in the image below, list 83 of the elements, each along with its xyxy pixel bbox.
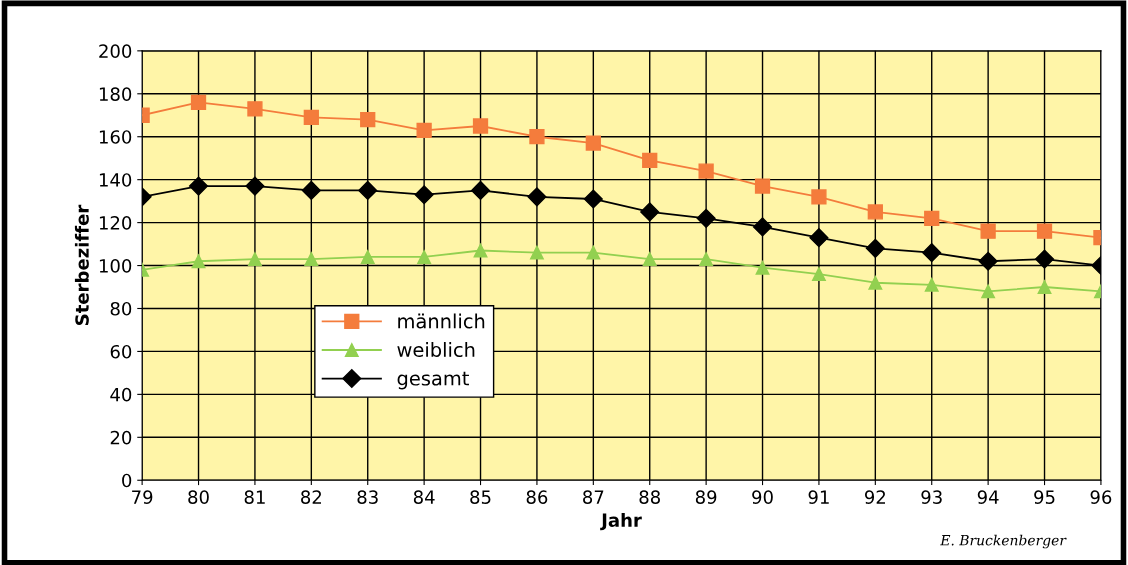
point xyxy=(472,118,489,134)
point xyxy=(696,208,716,228)
x-tick-label: 79 xyxy=(132,490,153,504)
point xyxy=(360,111,376,128)
point xyxy=(640,202,660,222)
x-tick-label: 84 xyxy=(413,490,435,504)
point xyxy=(585,135,601,151)
point xyxy=(583,189,603,209)
y-tick-label: 60 xyxy=(110,344,132,359)
point xyxy=(529,245,544,260)
point xyxy=(698,163,714,179)
x-tick-label: 93 xyxy=(921,490,942,504)
text: E. Bruckenberger xyxy=(940,534,1067,549)
point xyxy=(416,122,432,138)
point xyxy=(978,251,998,271)
point xyxy=(924,277,939,292)
y-tick-label: 180 xyxy=(99,87,132,101)
point xyxy=(981,284,996,299)
point xyxy=(1036,223,1053,239)
point xyxy=(188,176,209,196)
point xyxy=(642,252,657,267)
point xyxy=(247,252,262,267)
x-tick-label: 95 xyxy=(1034,490,1055,504)
point xyxy=(924,210,940,226)
point xyxy=(245,176,265,196)
point xyxy=(642,152,658,168)
y-tick-label: 0 xyxy=(122,473,132,488)
point xyxy=(417,250,432,264)
point xyxy=(190,94,207,111)
x-tick-label: 86 xyxy=(526,490,548,504)
y-tick-label: 140 xyxy=(99,173,132,187)
y-tick-label: 100 xyxy=(99,259,132,273)
point xyxy=(473,243,488,258)
point xyxy=(809,228,829,248)
x-tick-label: 83 xyxy=(357,490,378,504)
point xyxy=(922,243,942,263)
point xyxy=(303,109,319,126)
point xyxy=(811,189,827,205)
y-axis-title: Sterbeziffer xyxy=(74,204,89,326)
point xyxy=(811,267,826,282)
x-tick-label: 94 xyxy=(977,490,999,504)
x-tick-label: 89 xyxy=(695,490,717,504)
y-tick-label: 40 xyxy=(110,387,132,402)
point xyxy=(867,204,883,220)
x-tick-label: 96 xyxy=(1090,490,1112,504)
point xyxy=(304,252,319,267)
point xyxy=(414,185,434,205)
legend-label: weiblich xyxy=(397,342,475,358)
y-tick-label: 160 xyxy=(99,130,132,144)
y-tick-label: 20 xyxy=(110,430,132,445)
x-tick-label: 80 xyxy=(188,490,209,504)
point xyxy=(301,180,321,200)
point xyxy=(470,180,491,200)
point xyxy=(754,178,771,194)
x-tick-label: 90 xyxy=(752,490,773,504)
x-tick-label: 82 xyxy=(301,490,322,504)
x-axis-title: Jahr xyxy=(600,513,642,531)
y-tick-label: 200 xyxy=(99,44,132,58)
point xyxy=(1037,280,1052,294)
point xyxy=(191,254,206,269)
point xyxy=(755,260,770,275)
point xyxy=(529,129,545,145)
point xyxy=(752,217,773,237)
point xyxy=(865,238,885,258)
x-tick-label: 92 xyxy=(864,490,886,504)
point xyxy=(980,223,996,239)
point xyxy=(247,101,263,117)
point xyxy=(586,245,601,260)
point xyxy=(699,252,714,267)
x-tick-label: 85 xyxy=(470,490,491,504)
point xyxy=(360,250,375,264)
x-tick-label: 87 xyxy=(583,490,604,504)
point xyxy=(527,187,547,207)
point xyxy=(358,180,378,200)
legend-label: gesamt xyxy=(397,371,469,390)
x-tick-label: 91 xyxy=(808,490,829,504)
legend-label: männlich xyxy=(398,313,485,329)
x-tick-label: 81 xyxy=(244,490,265,504)
y-tick-label: 80 xyxy=(110,301,132,316)
y-tick-label: 120 xyxy=(99,216,132,230)
point xyxy=(868,275,883,290)
point xyxy=(1034,249,1055,269)
x-tick-label: 88 xyxy=(639,490,660,504)
